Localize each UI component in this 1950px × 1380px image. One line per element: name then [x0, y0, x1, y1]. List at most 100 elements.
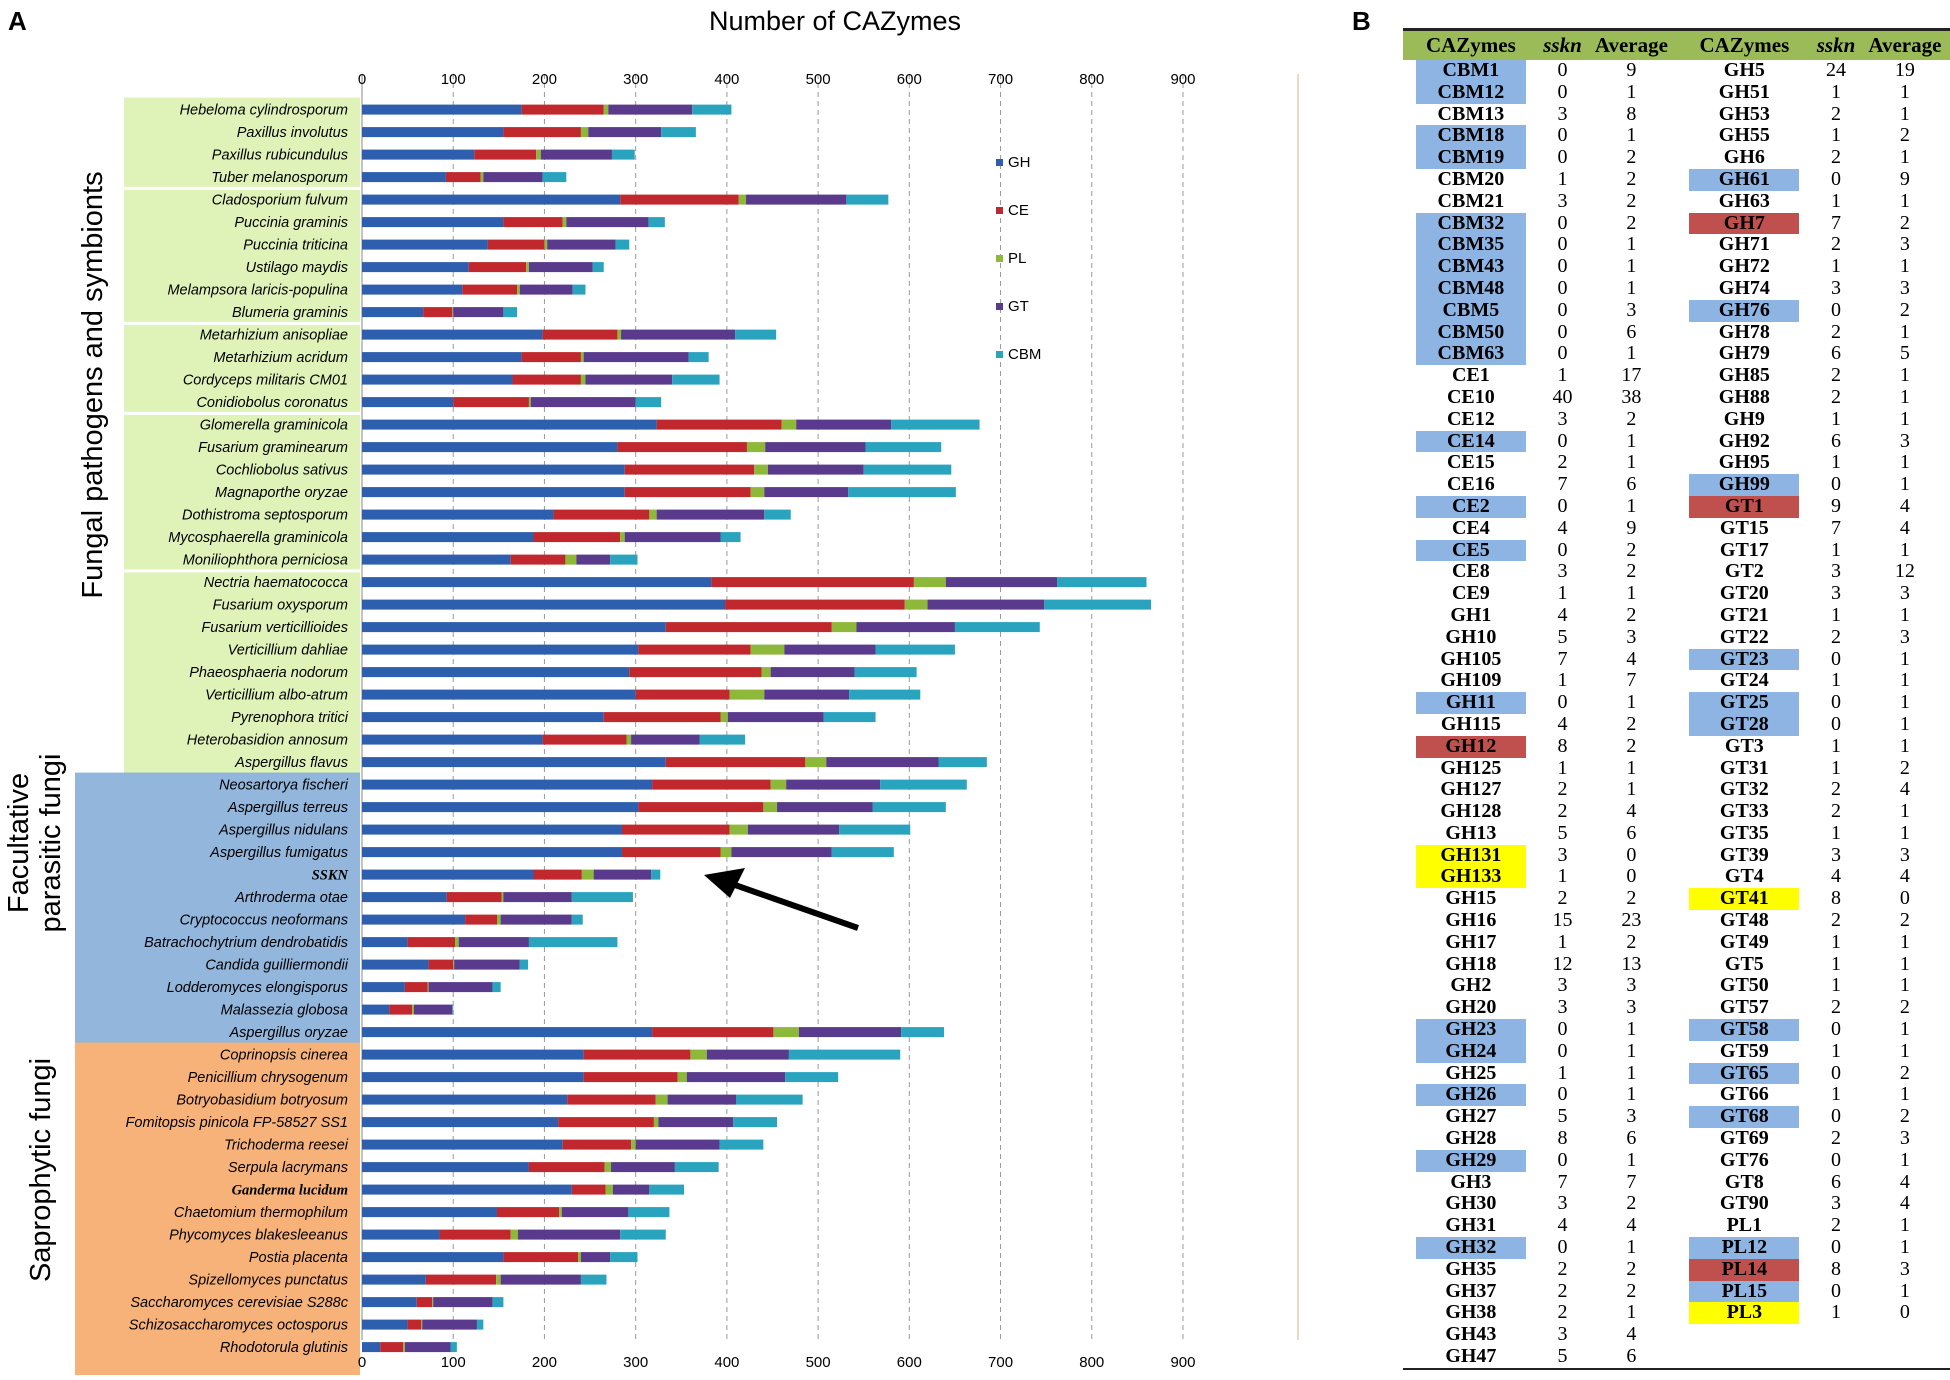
bar-gt-segment: [798, 1027, 902, 1038]
average-count-cell: 6: [1626, 320, 1637, 343]
sskn-count-cell: 7: [1831, 211, 1841, 234]
table-row: CBM48 0 1 GH74 3 3: [1403, 277, 1950, 300]
legend-swatch-pl: [996, 255, 1003, 262]
bar-pl-segment: [517, 284, 520, 295]
cazyme-family-cell: GH88: [1676, 386, 1812, 409]
cazyme-family-name: PL14: [1689, 1258, 1800, 1281]
species-label: Conidiobolus coronatus: [196, 395, 348, 411]
bar-cbm-segment: [880, 779, 967, 790]
cazyme-family-cell: GH55: [1676, 125, 1812, 147]
average-count-cell: 1: [1626, 233, 1637, 256]
bar-pl-segment: [452, 307, 454, 318]
species-label: Phycomyces blakesleeanus: [169, 1228, 348, 1244]
cazyme-family-name: GH12: [1415, 735, 1526, 758]
bar-pl-segment: [773, 1027, 799, 1038]
bar-ce-segment: [503, 217, 563, 228]
cazyme-family-name: GH53: [1718, 102, 1770, 125]
group-band-2: [75, 1042, 360, 1380]
x-tick-top-600: 600: [897, 71, 922, 88]
species-label: Cochliobolus sativus: [216, 463, 348, 479]
cazyme-family-cell: GH125: [1403, 757, 1539, 780]
sskn-count-cell: 4: [1557, 516, 1568, 539]
cazyme-family-cell: GH85: [1676, 364, 1812, 387]
cazyme-family-name: GH7: [1689, 212, 1800, 235]
average-count-cell: 3: [1899, 843, 1910, 866]
sskn-count-cell: 3: [1557, 560, 1568, 583]
bar-gh-segment: [362, 757, 666, 768]
sskn-count-cell: 3: [1557, 996, 1568, 1019]
bar-gt-segment: [561, 1207, 629, 1218]
cazyme-family-cell: GH16: [1403, 909, 1539, 932]
cazyme-family-cell: CE1: [1403, 364, 1539, 387]
average-count-cell: 2: [1899, 211, 1910, 234]
average-count-cell: 3: [1899, 429, 1910, 452]
sskn-count-cell: 2: [1557, 800, 1568, 823]
average-count-cell: 1: [1626, 494, 1637, 517]
cazyme-family-name: GH51: [1718, 80, 1770, 103]
cazyme-family-name: GH127: [1440, 778, 1502, 801]
cazyme-family-name: GT22: [1719, 625, 1769, 648]
cazyme-family-cell: GT90: [1676, 1193, 1812, 1215]
bar-gt-segment: [612, 1184, 650, 1195]
cazyme-family-cell: GT39: [1676, 844, 1812, 867]
sskn-count-cell: 3: [1831, 582, 1841, 605]
bar-gt-segment: [500, 914, 572, 925]
average-count-cell: 2: [1626, 603, 1637, 626]
bar-pl-segment: [501, 892, 504, 903]
bar-pl-segment: [421, 1319, 423, 1330]
average-count-cell: 8: [1626, 102, 1637, 125]
bar-gt-segment: [731, 847, 832, 858]
average-count-cell: 1: [1626, 1061, 1637, 1084]
legend-swatch-ce: [996, 207, 1003, 214]
header-sskn-1: sskn: [1538, 29, 1587, 60]
cazyme-family-name: GH15: [1445, 887, 1497, 910]
bar-gh-segment: [362, 1139, 563, 1150]
table-row: GH17 1 2 GT49 1 1: [1403, 931, 1950, 954]
bar-pl-segment: [559, 1207, 562, 1218]
cazyme-family-cell: GT48: [1676, 909, 1812, 932]
bar-ce-segment: [558, 1117, 654, 1128]
sskn-count-cell: 1: [1831, 974, 1841, 997]
cazyme-family-cell: GH30: [1403, 1193, 1539, 1215]
chart-svg: Fungal pathogens and symbionts Facultativ…: [3, 6, 1299, 1380]
sskn-count-cell: 2: [1831, 364, 1841, 387]
bar-ce-segment: [665, 757, 806, 768]
cazyme-family-cell: GT41: [1676, 887, 1812, 911]
average-count-cell: 2: [1899, 996, 1910, 1019]
bar-pl-segment: [528, 397, 531, 408]
bar-pl-segment: [497, 914, 501, 925]
sskn-count-cell: 0: [1557, 211, 1568, 234]
cazyme-family-name: GH3: [1450, 1170, 1492, 1193]
cazyme-family-name: GT66: [1719, 1083, 1769, 1106]
cazyme-family-cell: GH37: [1403, 1280, 1539, 1303]
average-count-cell: 2: [1626, 887, 1637, 910]
bar-ce-segment: [665, 622, 832, 633]
sskn-count-cell: 2: [1831, 385, 1841, 408]
bar-gh-segment: [362, 937, 408, 948]
bar-gt-segment: [483, 172, 543, 183]
cazyme-family-cell: CBM21: [1403, 190, 1539, 213]
bar-pl-segment: [578, 1252, 581, 1263]
cazyme-family-name: GH35: [1445, 1257, 1497, 1280]
bar-gh-segment: [362, 622, 666, 633]
cazyme-family-name: GT58: [1689, 1018, 1800, 1041]
bar-cbm-segment: [661, 127, 696, 138]
average-count-cell: [1860, 1324, 1950, 1346]
table-row: GH35 2 2 PL14 8 3: [1403, 1257, 1950, 1281]
cazyme-family-name: CBM20: [1437, 167, 1505, 190]
bar-gh-segment: [362, 397, 454, 408]
cazyme-family-name: GT2: [1724, 560, 1764, 583]
x-tick-bottom-900: 900: [1170, 1354, 1195, 1371]
cazyme-family-name: CBM43: [1415, 255, 1526, 278]
bar-gh-segment: [362, 239, 488, 250]
bar-ce-segment: [439, 1229, 511, 1240]
cazyme-family-name: GH30: [1445, 1192, 1497, 1215]
sskn-count-cell: 3: [1831, 560, 1841, 583]
cazyme-family-name: CE12: [1446, 407, 1495, 430]
bar-cbm-segment: [610, 1252, 638, 1263]
species-label: Lodderomyces elongisporus: [167, 980, 348, 996]
cazyme-family-name: GT21: [1719, 603, 1769, 626]
sskn-count-cell: 6: [1831, 342, 1841, 365]
sskn-count-cell: 1: [1831, 756, 1841, 779]
cazyme-family-cell: GH51: [1676, 80, 1812, 104]
